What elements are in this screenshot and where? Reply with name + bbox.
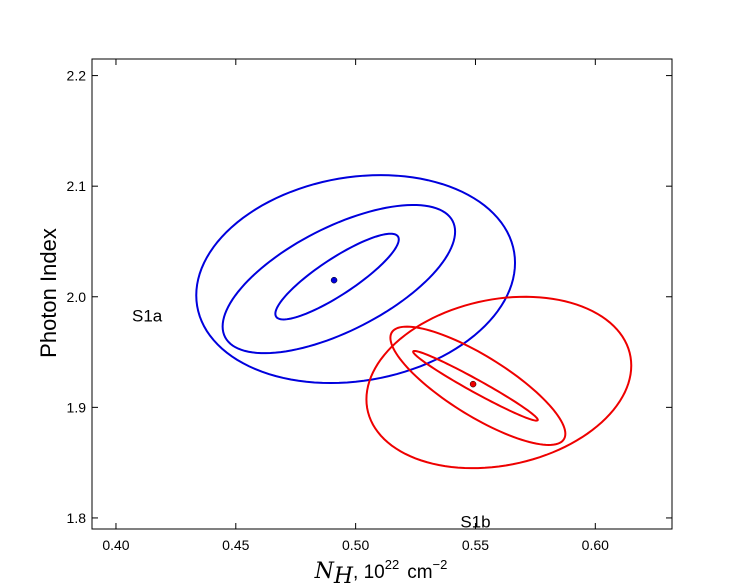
y-tick-label: 2.0	[67, 289, 87, 305]
axis-ticks: 0.40 0.45 0.50 0.55 0.60 1.8 1.9 2.0 2.1 2.2	[67, 59, 672, 553]
label-s1a: S1a	[132, 307, 163, 326]
x-tick-label: 0.55	[462, 537, 489, 553]
series-s1b	[365, 295, 633, 470]
x-tick-label: 0.45	[222, 537, 249, 553]
x-tick-label: 0.50	[342, 537, 369, 553]
contour-level-1	[274, 232, 400, 321]
y-tick-label: 2.2	[67, 68, 87, 84]
annotations: S1a S1b	[132, 307, 491, 532]
plot-frame	[91, 58, 673, 530]
contour-level-3	[365, 295, 633, 470]
x-axis-subscript: H	[333, 564, 354, 588]
x-tick-label: 0.40	[102, 537, 129, 553]
x-axis-scale: , 10	[353, 562, 385, 583]
label-s1b: S1b	[460, 512, 490, 531]
y-tick-label: 1.9	[67, 399, 87, 415]
x-axis-title: NH, 1022 cm−2	[314, 557, 448, 588]
contour-level-2	[221, 203, 457, 355]
contour-level-3	[195, 174, 517, 385]
contour-level-2	[389, 325, 567, 446]
contour-level-1	[412, 349, 539, 422]
x-tick-label: 0.60	[582, 537, 609, 553]
x-axis-unit: cm	[407, 562, 432, 583]
x-axis-unit-exponent: −2	[433, 557, 448, 572]
y-axis-title: Photon Index	[36, 228, 61, 358]
y-tick-label: 2.1	[67, 178, 87, 194]
best-fit-point	[330, 276, 338, 284]
x-axis-symbol: N	[314, 559, 335, 584]
x-axis-exponent: 22	[385, 557, 399, 572]
series-s1a	[195, 174, 517, 385]
y-tick-label: 1.8	[67, 510, 87, 526]
confidence-contours	[195, 174, 633, 470]
best-fit-point	[469, 380, 477, 388]
